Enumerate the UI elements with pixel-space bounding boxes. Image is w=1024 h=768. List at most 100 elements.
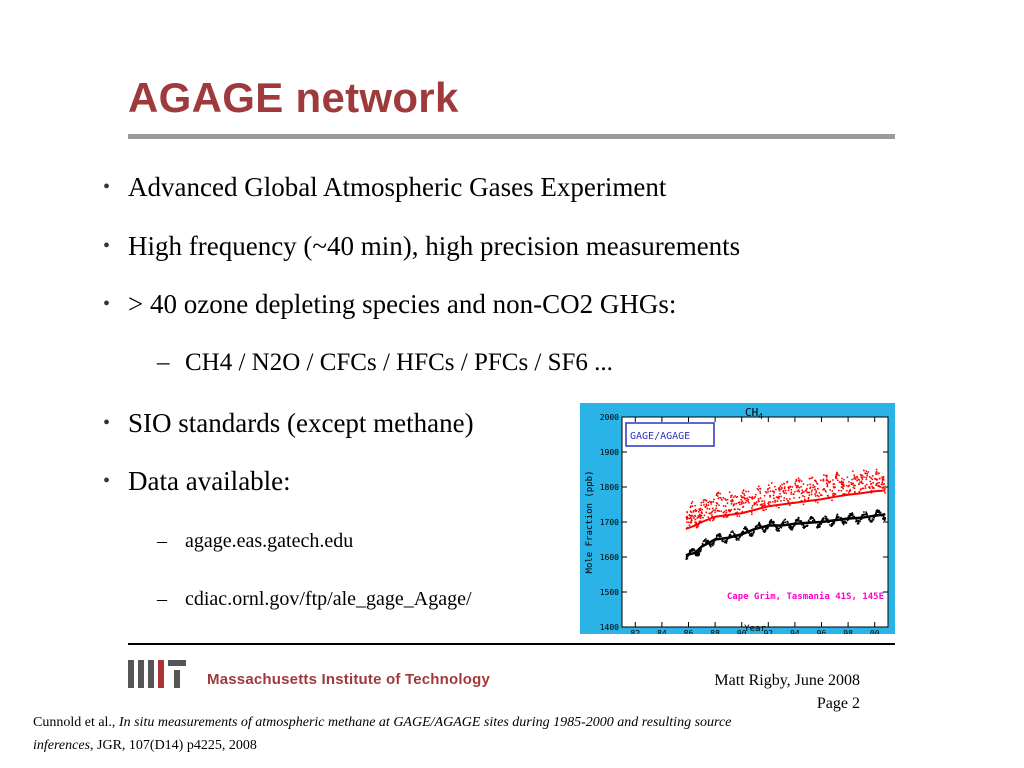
black-data-point	[869, 519, 872, 522]
red-data-point	[785, 492, 788, 495]
black-data-point	[750, 533, 752, 535]
red-data-point	[881, 476, 883, 479]
red-data-point	[742, 502, 745, 504]
red-data-point	[778, 496, 781, 498]
black-data-point	[697, 551, 700, 554]
red-data-point	[747, 498, 749, 501]
red-data-point	[802, 483, 805, 485]
black-data-point	[701, 542, 704, 545]
red-data-point	[819, 479, 822, 482]
red-data-point	[720, 510, 723, 512]
red-data-point	[800, 492, 803, 495]
black-data-point	[778, 527, 780, 530]
data-link[interactable]: agage.eas.gatech.edu	[185, 530, 354, 552]
black-data-point	[718, 532, 721, 535]
red-data-point	[788, 498, 791, 500]
red-data-point	[707, 516, 710, 519]
black-data-point	[744, 526, 747, 528]
red-data-point	[835, 475, 838, 478]
red-data-point	[849, 490, 851, 492]
black-data-point	[784, 521, 787, 524]
red-data-point	[808, 494, 811, 497]
red-data-point	[829, 489, 832, 491]
red-data-point	[759, 487, 761, 490]
red-data-point	[770, 482, 773, 484]
red-data-point	[745, 499, 748, 502]
black-data-point	[775, 528, 778, 531]
red-data-point	[702, 499, 705, 502]
chart-title-main: CH	[745, 406, 758, 419]
black-data-point	[868, 518, 871, 520]
red-data-point	[826, 483, 829, 486]
red-data-point	[725, 516, 728, 519]
red-data-point	[796, 490, 799, 493]
red-data-point	[696, 517, 699, 519]
red-data-point	[856, 476, 859, 479]
red-data-point	[763, 494, 766, 497]
red-data-point	[773, 491, 776, 494]
red-data-point	[728, 491, 731, 494]
red-data-point	[740, 503, 743, 505]
red-data-point	[881, 481, 884, 484]
red-data-point	[748, 496, 751, 498]
red-data-point	[715, 504, 718, 507]
legend-box	[625, 422, 715, 447]
black-data-point	[752, 532, 755, 535]
series-line	[685, 489, 886, 530]
black-data-point	[832, 523, 835, 525]
black-data-point	[851, 512, 853, 515]
black-data-point	[685, 558, 688, 560]
black-data-point	[795, 520, 798, 523]
red-data-point	[841, 477, 843, 480]
red-data-point	[729, 496, 732, 498]
black-data-point	[790, 525, 793, 528]
red-data-point	[874, 478, 876, 480]
black-data-point	[791, 528, 794, 531]
red-data-point	[694, 515, 697, 518]
black-data-point	[784, 518, 787, 521]
red-data-point	[845, 484, 848, 487]
black-data-point	[797, 516, 800, 519]
black-data-point	[715, 535, 718, 538]
red-data-point	[710, 511, 713, 514]
red-data-point	[816, 482, 818, 485]
y-tick-label: 1600	[600, 553, 619, 562]
red-data-point	[841, 486, 844, 489]
red-data-point	[793, 490, 796, 493]
black-data-point	[884, 517, 887, 519]
black-data-point	[788, 527, 791, 530]
red-data-point	[866, 472, 868, 475]
red-data-point	[782, 489, 785, 492]
red-data-point	[690, 511, 693, 514]
bullet-text: High frequency (~40 min), high precision…	[128, 231, 741, 261]
red-data-point	[783, 499, 785, 502]
red-data-point	[813, 485, 816, 488]
sub-bullet-item: – CH4 / N2O / CFCs / HFCs / PFCs / SF6 ..…	[157, 349, 613, 377]
black-data-point	[691, 548, 694, 551]
black-data-point	[836, 513, 839, 516]
red-data-point	[728, 510, 731, 512]
red-data-point	[864, 487, 867, 489]
black-data-point	[776, 526, 778, 529]
red-data-point	[736, 515, 739, 517]
red-data-point	[871, 485, 874, 488]
bullet-text: > 40 ozone depleting species and non-CO2…	[128, 289, 677, 319]
red-data-point	[763, 500, 766, 502]
red-data-point	[853, 477, 855, 480]
red-data-point	[847, 485, 850, 488]
red-data-point	[880, 483, 883, 486]
black-data-point	[730, 531, 732, 534]
bullet-text: Data available:	[128, 466, 291, 496]
red-data-point	[818, 492, 821, 494]
red-data-point	[805, 489, 808, 491]
red-data-point	[882, 475, 885, 478]
red-data-point	[851, 470, 854, 473]
red-data-point	[705, 511, 708, 514]
red-data-point	[780, 495, 783, 498]
black-data-point	[733, 532, 736, 535]
x-tick-label: 86	[684, 629, 694, 634]
red-data-point	[832, 479, 834, 481]
red-data-point	[690, 502, 693, 505]
author-date: Matt Rigby, June 2008	[714, 672, 860, 689]
data-link[interactable]: cdiac.ornl.gov/ftp/ale_gage_Agage/	[185, 588, 472, 610]
